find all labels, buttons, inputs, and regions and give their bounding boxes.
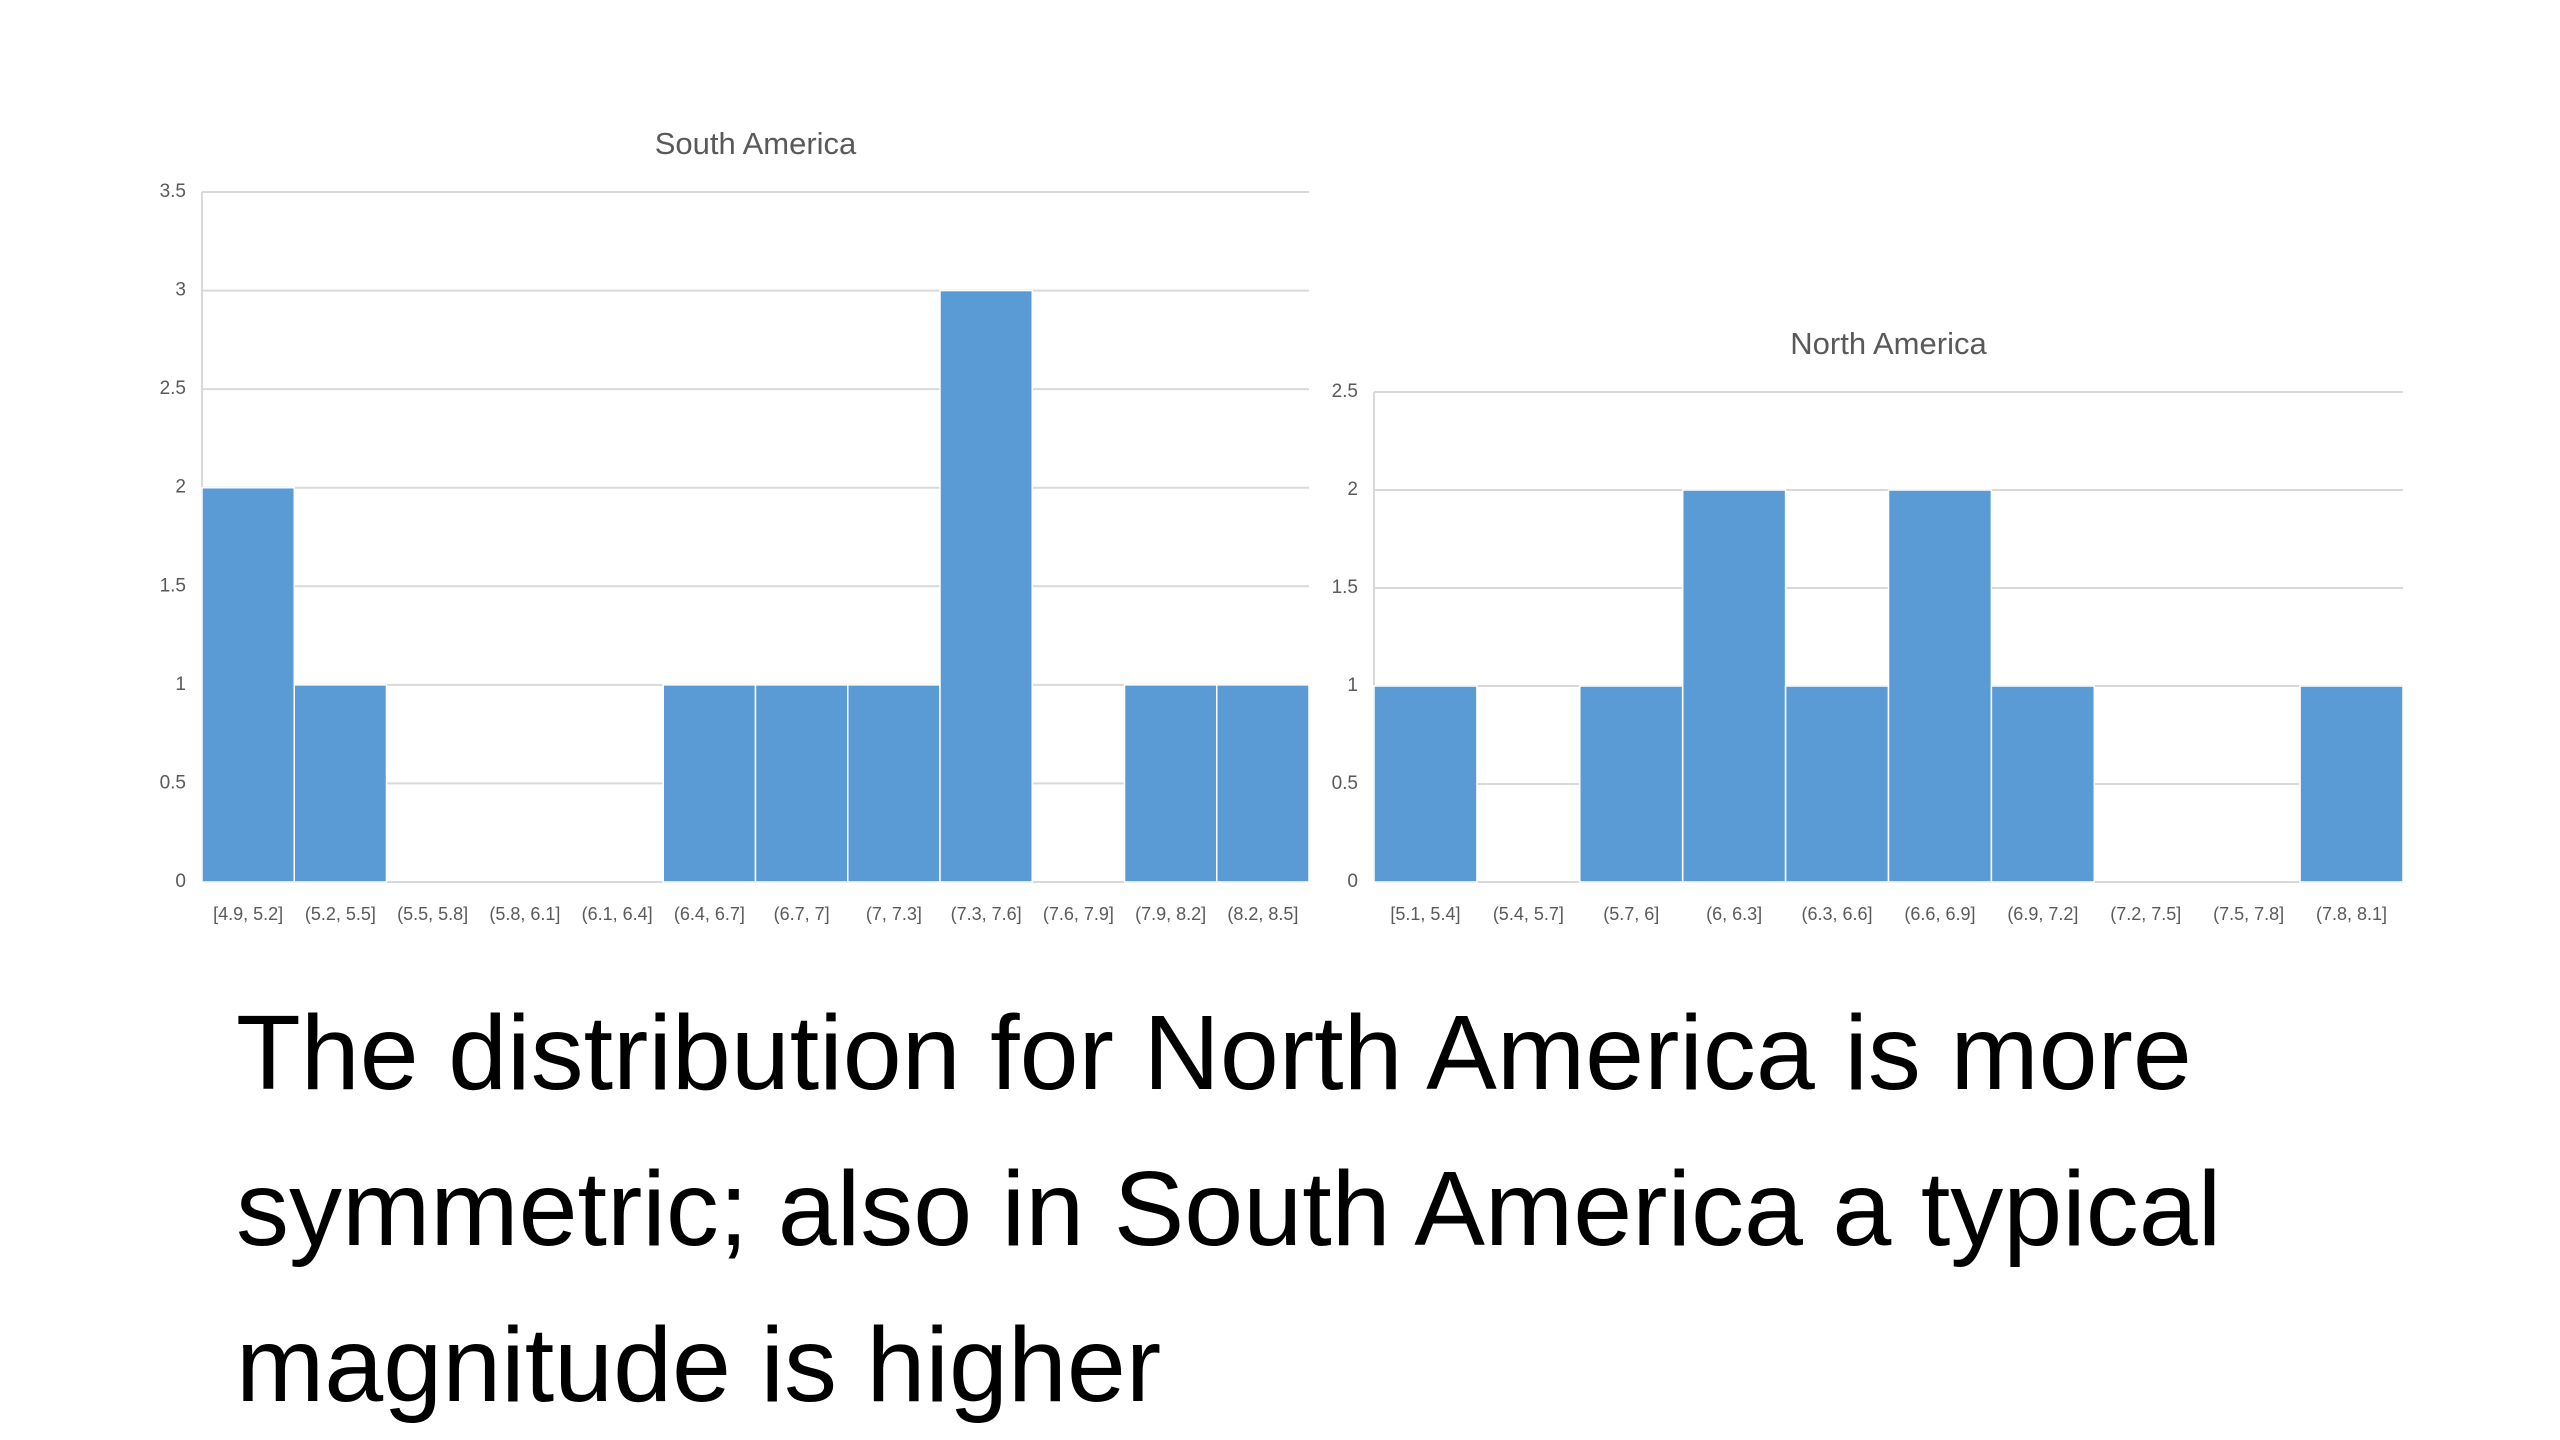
y-tick-label: 0 — [175, 871, 186, 892]
y-tick-label: 0.5 — [160, 772, 186, 793]
x-tick-label: (5.2, 5.5] — [305, 904, 376, 924]
x-tick-label: (7.2, 7.5] — [2110, 904, 2181, 924]
x-tick-label: [5.1, 5.4] — [1390, 904, 1460, 924]
x-tick-label: (7.3, 7.6] — [951, 904, 1022, 924]
bar — [1887, 489, 1993, 883]
x-tick-label: (6.9, 7.2] — [2007, 904, 2078, 924]
x-tick-label: (5.8, 6.1] — [489, 904, 560, 924]
y-tick-label: 2 — [1347, 479, 1358, 500]
bar — [1123, 684, 1218, 883]
y-tick-label: 0.5 — [1332, 773, 1358, 794]
bar — [847, 684, 941, 883]
x-tick-label: (7.6, 7.9] — [1043, 904, 1114, 924]
y-tick-label: 1.5 — [160, 575, 186, 596]
y-tick-label: 1 — [175, 674, 186, 695]
y-tick-label: 0 — [1347, 871, 1358, 892]
bar — [1784, 685, 1890, 883]
chart-title: South America — [655, 126, 857, 161]
x-tick-label: (6.1, 6.4] — [582, 904, 653, 924]
x-tick-label: (5.7, 6] — [1603, 904, 1659, 924]
bar — [939, 289, 1033, 883]
x-tick-label: (7.9, 8.2] — [1135, 904, 1206, 924]
x-tick-label: (7.5, 7.8] — [2213, 904, 2284, 924]
bar — [1579, 685, 1684, 883]
bar — [1681, 489, 1787, 883]
x-tick-label: (6.7, 7] — [774, 904, 830, 924]
y-tick-label: 1.5 — [1332, 577, 1358, 598]
x-tick-label: (6.4, 6.7] — [674, 904, 745, 924]
bar — [754, 684, 849, 883]
y-tick-label: 2.5 — [160, 378, 186, 399]
x-tick-label: (8.2, 8.5] — [1227, 904, 1298, 924]
x-tick-label: [4.9, 5.2] — [213, 904, 283, 924]
bar — [662, 684, 757, 883]
bar — [201, 486, 295, 883]
bar — [1990, 685, 2096, 883]
x-tick-label: (6.3, 6.6] — [1802, 904, 1873, 924]
chart-title: North America — [1790, 326, 1987, 361]
x-tick-label: (5.5, 5.8] — [397, 904, 468, 924]
y-tick-label: 3.5 — [160, 181, 186, 202]
bar — [2299, 685, 2404, 883]
y-tick-label: 2.5 — [1332, 381, 1358, 402]
x-tick-label: (5.4, 5.7] — [1493, 904, 1564, 924]
bar — [1216, 684, 1310, 883]
y-tick-label: 3 — [175, 280, 186, 301]
x-tick-label: (6.6, 6.9] — [1904, 904, 1975, 924]
bar — [1373, 685, 1478, 883]
body-text: The distribution for North America is mo… — [236, 994, 2222, 1424]
x-tick-label: (7.8, 8.1] — [2316, 904, 2387, 924]
x-tick-label: (6, 6.3] — [1706, 904, 1762, 924]
y-tick-label: 2 — [175, 477, 186, 498]
x-tick-label: (7, 7.3] — [866, 904, 922, 924]
bar — [293, 684, 388, 883]
y-tick-label: 1 — [1347, 675, 1358, 696]
charts: South America 0 0.5 1 1.5 2 2.5 3 3.5 [4.9, 5.2] (… — [160, 126, 2404, 924]
